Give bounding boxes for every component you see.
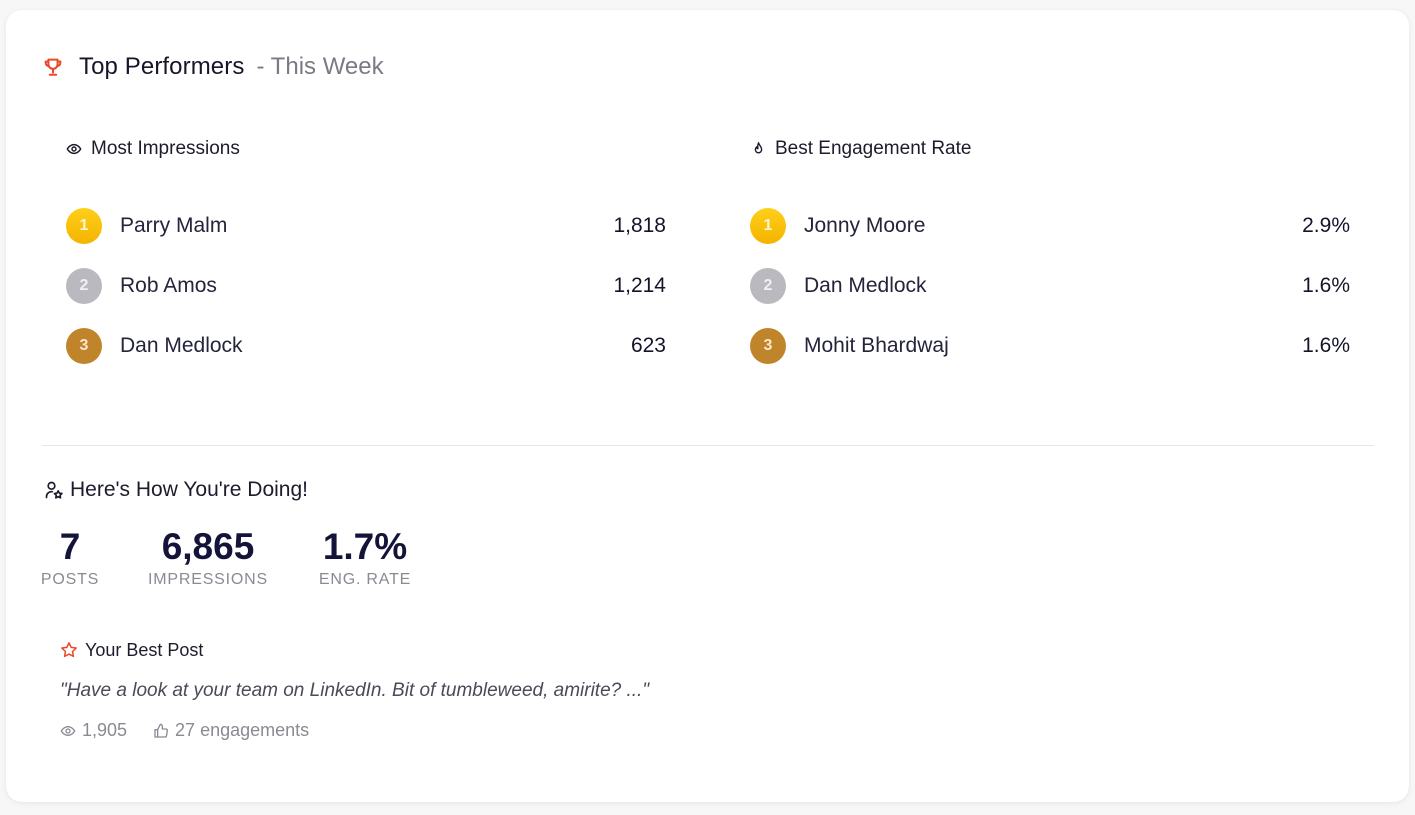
- stat-impressions: 6,865 IMPRESSIONS: [144, 525, 272, 589]
- performer-name: Dan Medlock: [804, 274, 927, 297]
- list-item[interactable]: 3 Dan Medlock 623: [66, 316, 666, 376]
- performer-name: Dan Medlock: [120, 334, 243, 357]
- top-performers-card: Top Performers - This Week Most Impressi…: [6, 10, 1409, 802]
- performer-value: 2.9%: [1302, 214, 1350, 237]
- engagements-count: 27 engagements: [175, 720, 310, 740]
- performer-value: 1,818: [613, 214, 666, 237]
- stat-label: POSTS: [40, 571, 100, 588]
- views-count: 1,905: [82, 720, 128, 740]
- best-post-section[interactable]: Your Best Post "Have a look at your team…: [60, 638, 860, 741]
- most-impressions-title: Most Impressions: [91, 138, 240, 159]
- stat-label: ENG. RATE: [318, 571, 412, 588]
- stat-eng-rate: 1.7% ENG. RATE: [314, 525, 416, 589]
- best-engagement-section: Best Engagement Rate 1 Jonny Moore 2.9% …: [750, 136, 1350, 376]
- card-title: Top Performers: [79, 53, 245, 80]
- list-item[interactable]: 1 Parry Malm 1,818: [66, 196, 666, 256]
- rank-badge-2: 2: [750, 268, 786, 304]
- rank-badge-2: 2: [66, 268, 102, 304]
- star-icon: [60, 641, 78, 659]
- rank-badge-1: 1: [750, 208, 786, 244]
- list-item[interactable]: 2 Rob Amos 1,214: [66, 256, 666, 316]
- thumbs-up-icon: [153, 723, 169, 739]
- list-item[interactable]: 3 Mohit Bhardwaj 1.6%: [750, 316, 1350, 376]
- best-engagement-title: Best Engagement Rate: [775, 138, 972, 159]
- engagement-list: 1 Jonny Moore 2.9% 2 Dan Medlock 1.6% 3 …: [750, 196, 1350, 376]
- best-post-heading: Your Best Post: [60, 638, 860, 662]
- performer-value: 1.6%: [1302, 274, 1350, 297]
- best-post-meta: 1,905 27 engagements: [60, 720, 860, 741]
- best-post-views: 1,905: [60, 720, 127, 741]
- impressions-list: 1 Parry Malm 1,818 2 Rob Amos 1,214 3 Da…: [66, 196, 666, 376]
- doing-title: Here's How You're Doing!: [70, 478, 308, 501]
- performer-name: Jonny Moore: [804, 214, 926, 237]
- stat-value: 7: [59, 526, 81, 567]
- card-header: Top Performers - This Week: [42, 52, 384, 82]
- rank-badge-3: 3: [750, 328, 786, 364]
- best-post-quote: "Have a look at your team on LinkedIn. B…: [60, 680, 650, 701]
- user-star-icon: [44, 480, 64, 500]
- rank-badge-1: 1: [66, 208, 102, 244]
- performer-value: 1,214: [613, 274, 666, 297]
- trophy-icon: [42, 56, 64, 78]
- section-divider: [42, 445, 1374, 446]
- performer-name: Rob Amos: [120, 274, 217, 297]
- doing-heading: Here's How You're Doing!: [44, 477, 308, 503]
- list-item[interactable]: 1 Jonny Moore 2.9%: [750, 196, 1350, 256]
- card-subtitle: - This Week: [256, 53, 384, 80]
- performer-value: 1.6%: [1302, 334, 1350, 357]
- stat-label: IMPRESSIONS: [148, 571, 268, 588]
- best-engagement-heading: Best Engagement Rate: [750, 136, 1350, 162]
- eye-icon: [60, 723, 76, 739]
- most-impressions-section: Most Impressions 1 Parry Malm 1,818 2 Ro…: [66, 136, 666, 376]
- stat-value: 1.7%: [322, 526, 408, 567]
- performer-name: Parry Malm: [120, 214, 228, 237]
- best-post-title: Your Best Post: [85, 639, 204, 660]
- stat-posts: 7 POSTS: [40, 525, 100, 589]
- performer-value: 623: [630, 334, 666, 357]
- most-impressions-heading: Most Impressions: [66, 136, 666, 162]
- flame-icon: [750, 141, 766, 157]
- list-item[interactable]: 2 Dan Medlock 1.6%: [750, 256, 1350, 316]
- eye-icon: [66, 141, 82, 157]
- performer-name: Mohit Bhardwaj: [804, 334, 949, 357]
- stat-value: 6,865: [161, 526, 255, 567]
- best-post-engagements: 27 engagements: [153, 720, 309, 741]
- rank-badge-3: 3: [66, 328, 102, 364]
